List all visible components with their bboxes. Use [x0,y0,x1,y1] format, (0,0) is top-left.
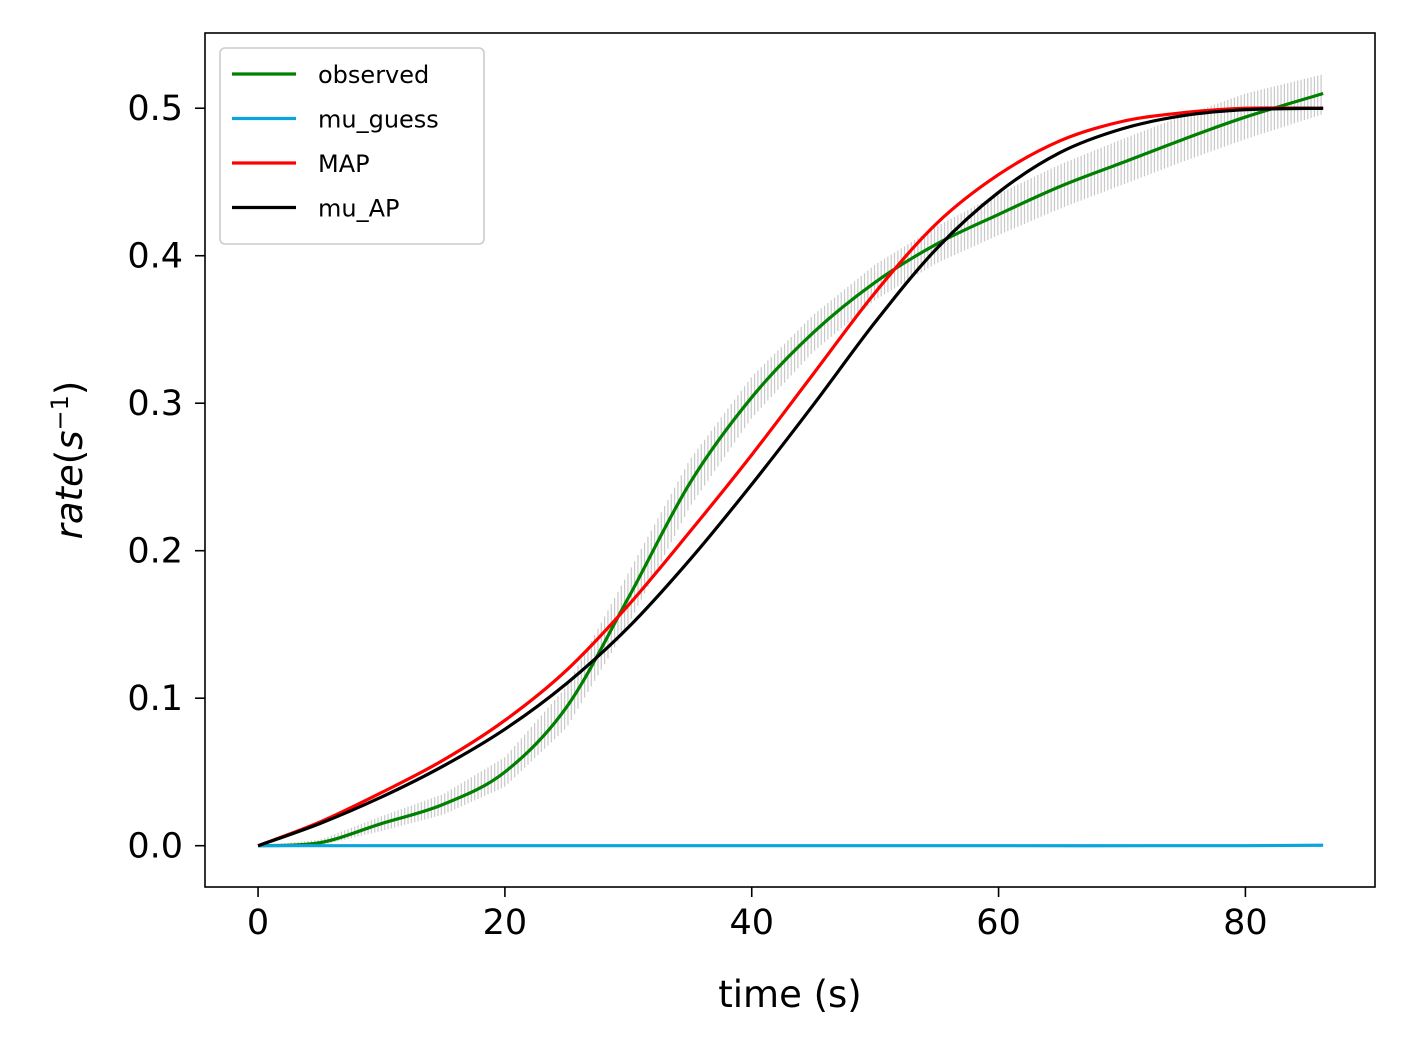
legend-label: mu_AP [318,195,399,223]
y-axis-label-paren-close: ) [48,381,91,395]
legend-label: mu_guess [318,106,439,134]
axes-frame [204,32,1376,888]
y-tick-label: 0.2 [127,532,183,572]
y-axis-label-paren-open: ( [48,450,91,464]
axis-ticks: 0 20 40 60 80 0.0 0.1 0.2 0.3 0.4 0.5 [127,89,1267,943]
y-axis-label-rate: rate [48,464,91,539]
legend-label: MAP [318,150,370,178]
y-axis-label: rate(s−1) [46,381,91,540]
legend-label: observed [318,61,429,89]
x-tick-label: 40 [729,903,774,943]
x-tick-label: 80 [1223,903,1268,943]
series-line-mu-ap [257,106,1324,848]
x-tick-label: 0 [247,903,269,943]
y-tick-label: 0.5 [127,89,183,129]
y-axis-label-unit: s [48,430,91,449]
legend-box [219,47,485,245]
y-tick-label: 0.4 [127,237,183,277]
y-tick-label: 0.3 [127,384,183,424]
y-tick-label: 0.1 [127,679,183,719]
x-tick-label: 20 [483,903,528,943]
y-axis-label-exponent: −1 [46,395,74,430]
y-tick-label: 0.0 [127,827,183,867]
legend: observed mu_guess MAP mu_AP [219,47,485,245]
x-tick-label: 60 [976,903,1021,943]
series-line-observed [257,91,1324,848]
series-line-map [257,106,1324,848]
x-axis-label: time (s) [718,973,862,1016]
plot-area [257,74,1324,848]
